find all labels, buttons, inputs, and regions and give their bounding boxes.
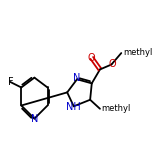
Text: F: F [8, 77, 14, 87]
Text: methyl: methyl [102, 104, 131, 113]
Text: O: O [87, 53, 95, 63]
Text: N: N [31, 114, 38, 124]
Text: NH: NH [66, 102, 80, 112]
Text: N: N [73, 73, 80, 83]
Text: O: O [108, 59, 116, 69]
Text: methyl: methyl [123, 48, 152, 57]
